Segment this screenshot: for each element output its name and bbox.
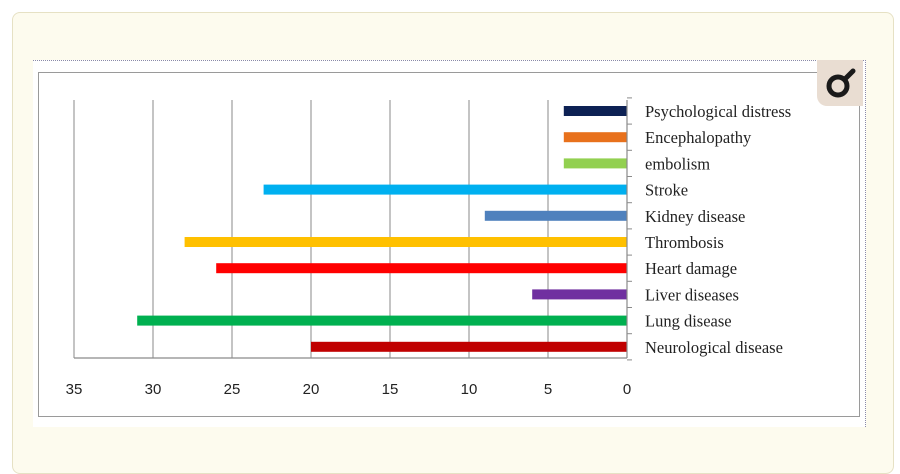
bar bbox=[532, 289, 627, 300]
tick-labels: 35 30 25 20 15 10 5 0 bbox=[66, 381, 632, 398]
x-tick-label: 30 bbox=[145, 381, 162, 398]
category-label: Thrombosis bbox=[645, 233, 724, 252]
x-tick-label: 20 bbox=[303, 381, 320, 398]
bar bbox=[563, 158, 627, 169]
category-label: Kidney disease bbox=[645, 207, 745, 226]
bar bbox=[137, 315, 627, 326]
x-tick-label: 5 bbox=[544, 381, 552, 398]
grid-lines bbox=[73, 100, 549, 358]
x-tick-label: 15 bbox=[382, 381, 399, 398]
x-tick-label: 25 bbox=[224, 381, 241, 398]
category-labels: Psychological distress Encephalopathy embo… bbox=[645, 102, 791, 357]
bar bbox=[563, 106, 627, 116]
bar bbox=[311, 341, 627, 352]
x-tick-label: 10 bbox=[461, 381, 478, 398]
bars bbox=[137, 106, 627, 352]
bar bbox=[184, 237, 627, 247]
category-label: Heart damage bbox=[645, 259, 737, 278]
category-label: Stroke bbox=[645, 181, 688, 200]
bar bbox=[563, 132, 627, 143]
bar bbox=[216, 263, 627, 274]
gender-symbol-icon bbox=[826, 68, 856, 98]
corner-badge[interactable] bbox=[817, 60, 863, 106]
x-tick-label: 0 bbox=[623, 381, 631, 398]
axes bbox=[74, 97, 632, 361]
category-label: Neurological disease bbox=[645, 338, 783, 357]
x-tick-label: 35 bbox=[66, 381, 83, 398]
category-label: Psychological distress bbox=[645, 102, 791, 121]
bar bbox=[263, 184, 627, 195]
bar bbox=[484, 210, 627, 221]
category-label: Encephalopathy bbox=[645, 128, 752, 147]
category-label: embolism bbox=[645, 154, 710, 173]
category-label: Liver diseases bbox=[645, 285, 739, 304]
category-label: Lung disease bbox=[645, 312, 732, 331]
